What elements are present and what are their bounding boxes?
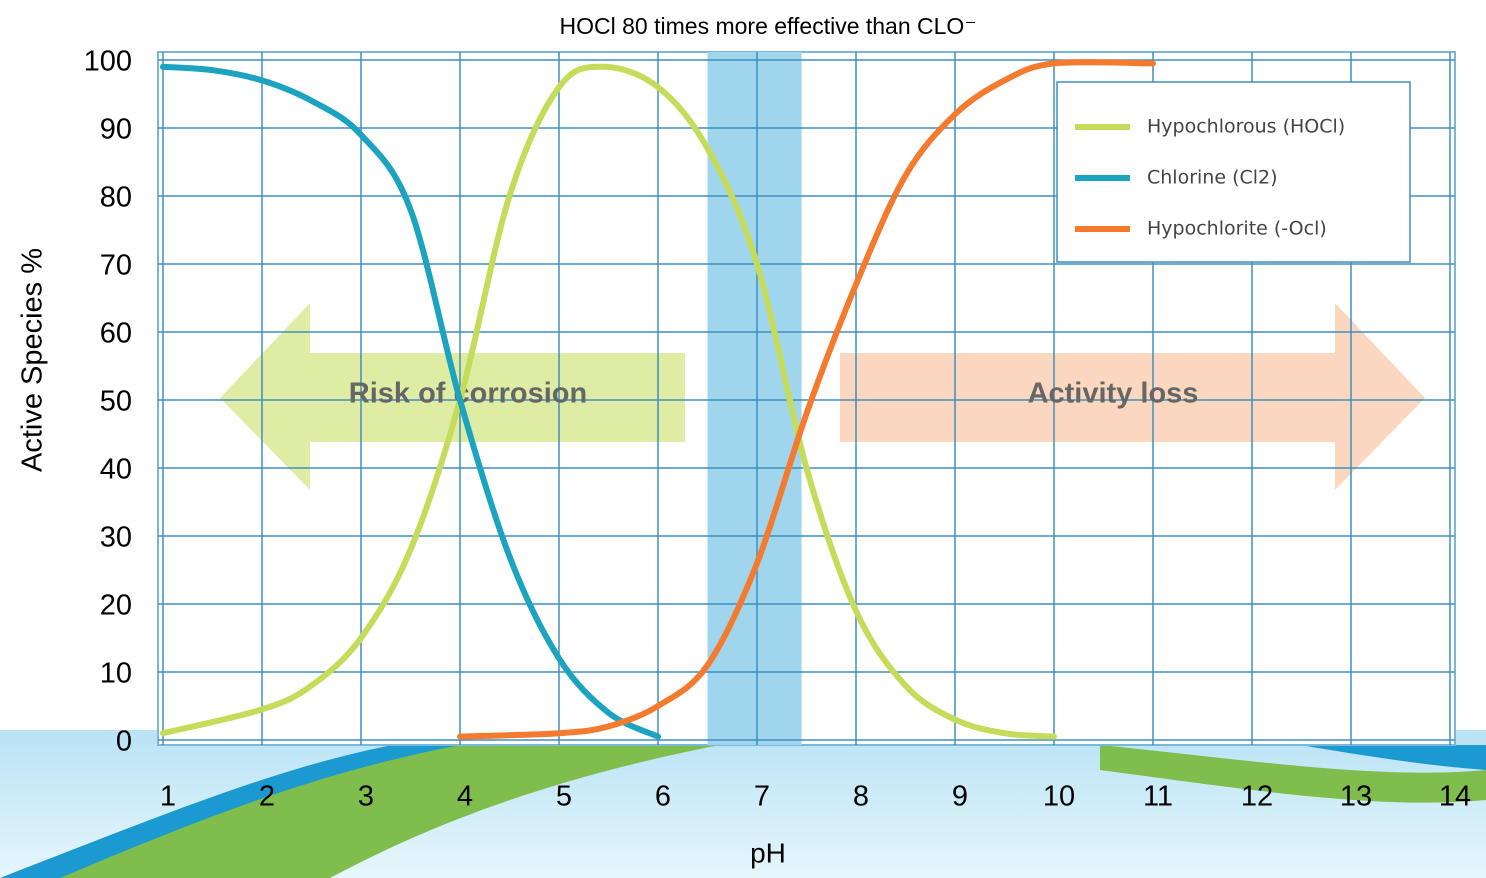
x-tick-label: 4 [457, 781, 473, 813]
y-tick-label: 10 [100, 658, 132, 690]
x-tick-label: 11 [1143, 781, 1173, 813]
legend-label: Hypochlorous (HOCl) [1147, 116, 1345, 138]
x-tick-label: 14 [1439, 781, 1471, 813]
x-tick-label: 12 [1241, 781, 1273, 813]
y-tick-label: 80 [100, 182, 132, 214]
annotation: Risk of corrosion [349, 378, 588, 410]
y-tick-label: 100 [84, 46, 132, 78]
x-axis-label: pH [750, 837, 786, 868]
y-tick-label: 50 [100, 386, 132, 418]
x-tick-label: 6 [655, 781, 671, 813]
y-tick-label: 20 [100, 590, 132, 622]
y-tick-label: 70 [100, 250, 132, 282]
y-tick-label: 30 [100, 522, 132, 554]
x-tick-label: 8 [853, 781, 869, 813]
x-tick-label: 7 [754, 781, 770, 813]
chart-title: HOCl 80 times more effective than CLO⁻ [560, 13, 977, 39]
legend-label: Hypochlorite (-Ocl) [1147, 218, 1327, 240]
y-tick-label: 90 [100, 114, 132, 146]
y-tick-label: 0 [116, 726, 132, 758]
x-tick-label: 10 [1043, 781, 1075, 813]
x-tick-label: 13 [1340, 781, 1372, 813]
x-tick-label: 2 [259, 781, 275, 813]
x-tick-label: 1 [160, 781, 176, 813]
legend-label: Chlorine (Cl2) [1147, 167, 1278, 189]
x-tick-label: 9 [952, 781, 968, 813]
y-tick-label: 40 [100, 454, 132, 486]
x-tick-label: 5 [556, 781, 572, 813]
y-axis-label: Active Species % [17, 248, 49, 472]
annotation: Activity loss [1028, 378, 1199, 410]
x-tick-label: 3 [358, 781, 374, 813]
chart: Risk of corrosion Activity loss HOCl 80 … [0, 0, 1486, 878]
y-tick-label: 60 [100, 318, 132, 350]
